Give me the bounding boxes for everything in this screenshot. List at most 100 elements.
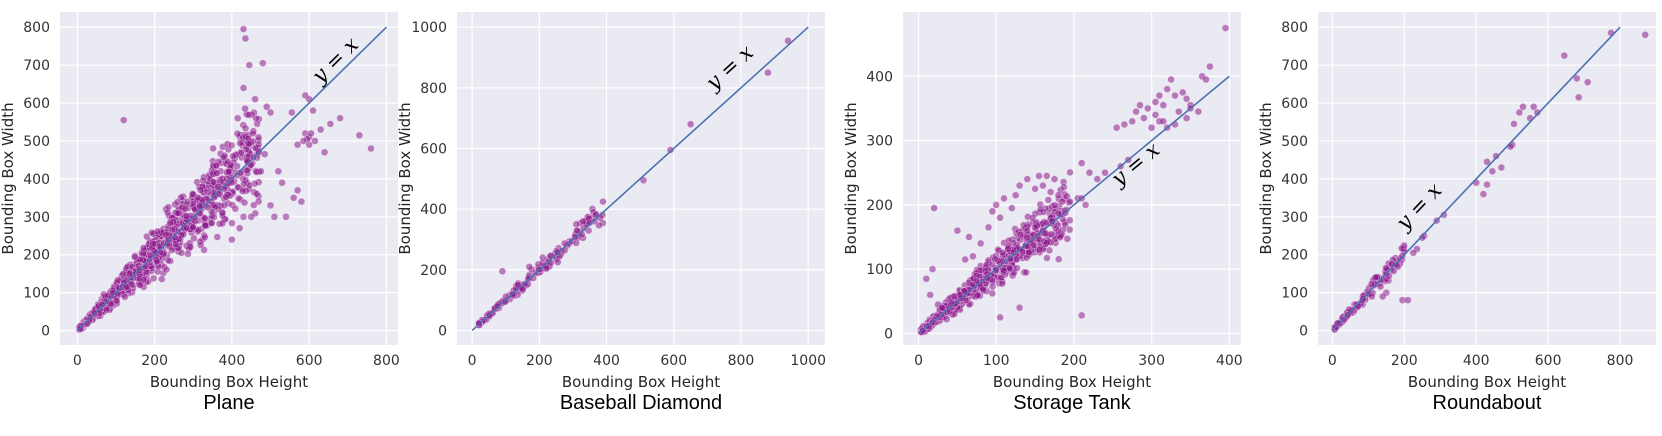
data-point (224, 157, 232, 166)
data-point (1046, 188, 1055, 196)
y-tick-label: 600 (1281, 96, 1308, 112)
data-point (1140, 114, 1148, 122)
data-point (1179, 88, 1187, 97)
data-point (98, 300, 106, 309)
data-point (266, 201, 275, 210)
data-point (1043, 172, 1051, 180)
data-point (1039, 181, 1047, 190)
data-point (1005, 264, 1014, 272)
data-point (1066, 168, 1074, 177)
data-point (1371, 273, 1380, 282)
data-point (1334, 319, 1342, 327)
y-tick-label: 800 (23, 20, 50, 36)
y-tick-label: 200 (866, 198, 893, 214)
data-point (493, 302, 501, 310)
x-tick-label: 400 (1463, 353, 1490, 369)
data-point (1066, 226, 1074, 234)
data-point (239, 213, 248, 221)
y-tick-label: 600 (23, 96, 50, 112)
data-point (1206, 62, 1214, 71)
data-point (299, 137, 308, 145)
data-point (164, 256, 172, 265)
data-point (1015, 181, 1024, 190)
chart-title: Storage Tank (1013, 392, 1131, 414)
chart-plane: 0 200 400 600 800 0 100 200 300 400 500 600 700 800 Bo… (0, 12, 400, 414)
data-point (336, 114, 344, 122)
data-point (290, 194, 298, 202)
data-point (139, 244, 148, 252)
data-point (1560, 51, 1568, 60)
data-point (233, 130, 242, 138)
data-point (988, 207, 997, 215)
data-point (307, 129, 315, 138)
data-point (1159, 117, 1167, 125)
x-tick-label: 200 (141, 353, 168, 369)
data-point (519, 285, 527, 293)
data-point (220, 201, 228, 210)
data-point (181, 205, 189, 213)
y-tick-label: 100 (866, 262, 893, 278)
chart-baseball-diamond: 0 200 400 600 800 1000 0 200 400 600 800 1000 Boundi… (396, 12, 826, 414)
data-point (259, 59, 267, 67)
data-point (1045, 246, 1054, 254)
data-point (1031, 185, 1039, 193)
data-point (241, 124, 250, 133)
data-point (1043, 254, 1051, 262)
data-point (201, 214, 209, 222)
reference-line (918, 75, 1230, 335)
data-point (293, 141, 302, 149)
y-tick-label: 300 (866, 134, 893, 150)
x-tick-label: 0 (1328, 353, 1337, 369)
data-point (1054, 191, 1063, 199)
x-tick-label: 400 (593, 353, 620, 369)
x-tick-label: 1000 (790, 353, 826, 369)
data-point (1155, 91, 1164, 100)
data-point (282, 213, 290, 221)
x-axis-label: Bounding Box Height (562, 373, 720, 391)
data-point (1025, 248, 1033, 257)
data-point (1483, 158, 1491, 166)
y-tick-label: 0 (41, 324, 50, 340)
data-point (214, 183, 222, 191)
data-point (231, 205, 239, 213)
y-axis-label: Bounding Box Width (396, 102, 414, 254)
data-point (183, 198, 192, 206)
data-point (1418, 234, 1426, 242)
y-tick-label: 100 (23, 286, 50, 302)
data-point (149, 240, 157, 248)
data-point (992, 201, 1000, 209)
data-point (241, 34, 250, 43)
y-tick-label: 800 (1281, 20, 1308, 36)
data-point (1483, 180, 1491, 189)
data-point (498, 267, 507, 275)
data-point (297, 197, 306, 206)
data-point (195, 202, 204, 210)
y-tick-label: 0 (884, 326, 893, 342)
data-point (218, 219, 227, 228)
data-point (1063, 235, 1071, 243)
data-point (234, 183, 242, 191)
data-point (197, 241, 205, 249)
data-point (274, 167, 282, 175)
y-tick-label: 600 (420, 141, 447, 157)
data-point (1043, 239, 1051, 247)
data-point (1376, 282, 1385, 291)
data-point (233, 162, 241, 170)
data-point (1151, 111, 1160, 119)
data-point (930, 204, 938, 212)
data-point (150, 274, 158, 282)
data-point (168, 246, 176, 254)
data-point (199, 176, 207, 185)
data-point (943, 315, 951, 323)
data-point (158, 275, 166, 283)
data-point (1497, 163, 1506, 172)
data-point (229, 152, 237, 160)
data-point (252, 114, 260, 123)
data-point (123, 283, 131, 291)
data-point (164, 236, 173, 244)
data-point (1060, 183, 1068, 191)
x-tick-label: 600 (660, 353, 687, 369)
data-point (1078, 311, 1086, 320)
data-point (928, 265, 937, 273)
data-point (266, 108, 275, 117)
